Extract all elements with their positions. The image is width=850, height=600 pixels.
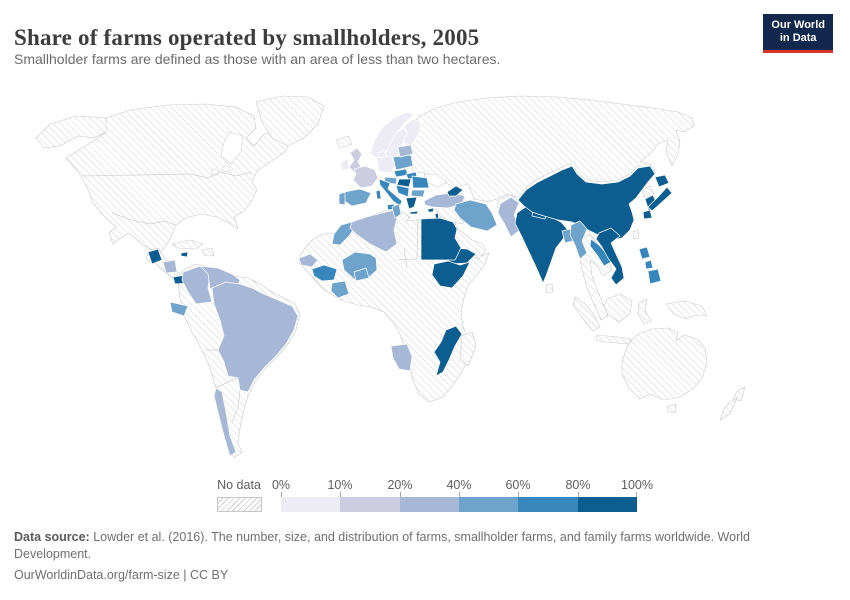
country-senegal[interactable] [298,253,319,268]
greenland-no-data[interactable] [255,95,325,147]
new-zealand-south-no-data[interactable] [719,397,738,421]
country-cote-divoire[interactable] [330,280,350,299]
country-greece[interactable] [405,196,419,215]
legend-tick-6: 100% [621,478,653,492]
country-hungary[interactable] [396,178,412,188]
us-canada-border [81,171,252,179]
sumatra-no-data[interactable] [572,296,601,332]
australia-no-data[interactable] [621,327,708,401]
tick-notch [578,492,579,497]
country-chile[interactable] [213,387,237,457]
country-bulgaria[interactable] [410,189,426,198]
country-myanmar[interactable] [569,220,588,260]
footer: Data source: Lowder et al. (2016). The n… [14,529,774,584]
tick-notch [636,492,637,497]
tick-notch [518,492,519,497]
legend-bin-10-20[interactable] [340,497,400,512]
iceland-no-data[interactable] [335,135,353,149]
hudson-bay [220,131,244,165]
country-ireland[interactable] [340,158,350,171]
world-map [0,92,850,470]
country-romania[interactable] [411,175,430,189]
country-ethiopia[interactable] [431,260,471,289]
legend-tick-1: 10% [327,478,353,492]
us-mexico-border [111,212,176,226]
legend-bin-20-40[interactable] [399,497,459,512]
country-namibia[interactable] [390,343,413,372]
owid-logo-line2: in Data [779,32,817,44]
country-laos[interactable] [589,238,612,267]
legend-tick-3: 40% [446,478,472,492]
africa-borders [397,219,419,269]
tick-notch [281,492,282,497]
borneo-no-data[interactable] [603,293,633,323]
legend-tick-2: 20% [387,478,413,492]
owid-logo[interactable]: Our World in Data [763,14,833,53]
legend-bin-40-60[interactable] [458,497,519,512]
owid-logo-line1: Our World [771,19,825,31]
legend-tick-0: 0% [271,478,291,492]
alaska-no-data[interactable] [35,115,111,149]
data-source-label: Data source: [14,530,90,544]
country-guinea[interactable] [311,264,338,282]
country-spain[interactable] [342,188,372,207]
country-mozambique[interactable] [433,325,463,377]
no-data-swatch[interactable] [217,497,262,512]
new-zealand-north-no-data[interactable] [732,386,746,402]
hispaniola-no-data[interactable] [201,247,215,257]
tick-notch [400,492,401,497]
legend-bin-60-80[interactable] [518,497,578,512]
legend-tick-4: 60% [505,478,531,492]
tick-notch [340,492,341,497]
java-no-data[interactable] [595,334,632,345]
taiwan-no-data[interactable] [632,229,640,240]
country-burkina-faso[interactable] [353,267,370,282]
country-iran[interactable] [453,199,498,232]
tick-notch [459,492,460,497]
country-tunisia[interactable] [391,203,402,219]
country-brazil[interactable] [211,281,299,393]
legend-bin-0-10[interactable] [281,497,341,512]
country-france[interactable] [352,165,379,189]
data-source-line: Data source: Lowder et al. (2016). The n… [14,529,774,563]
country-finland[interactable] [402,118,422,147]
tasmania-no-data[interactable] [666,403,677,414]
no-data-label: No data [217,478,261,492]
country-egypt[interactable] [420,217,462,261]
madagascar-no-data[interactable] [459,331,477,367]
new-guinea-no-data[interactable] [665,300,708,320]
country-azerbaijan[interactable] [446,185,464,197]
country-nicaragua[interactable] [162,259,178,274]
country-algeria[interactable] [349,209,398,253]
country-japan[interactable] [642,174,673,220]
country-mali[interactable] [341,251,378,280]
country-vietnam[interactable] [595,227,625,286]
legend-color-bar [281,497,637,512]
sulawesi-no-data[interactable] [637,298,652,325]
north-korea-no-data[interactable] [641,185,655,201]
cuba-no-data[interactable] [171,239,204,250]
legend-bin-80-100[interactable] [577,497,637,512]
country-ecuador[interactable] [169,301,189,317]
country-cyprus[interactable] [427,207,435,213]
country-latvia[interactable] [397,144,414,158]
data-source-text: Lowder et al. (2016). The number, size, … [14,530,750,561]
page-title: Share of farms operated by smallholders,… [14,25,480,51]
country-jamaica[interactable] [180,251,189,258]
country-serbia[interactable] [395,184,410,198]
country-germany[interactable] [376,155,396,174]
country-philippines[interactable] [638,246,662,285]
countries [147,111,673,457]
country-guatemala[interactable] [147,248,163,265]
great-lake-east [221,166,231,172]
page-subtitle: Smallholder farms are defined as those w… [14,51,501,67]
country-poland[interactable] [392,154,414,171]
great-lake-west [210,169,220,175]
footer-link[interactable]: OurWorldinData.org/farm-size | CC BY [14,568,229,582]
legend-tick-5: 80% [565,478,591,492]
choropleth-svg [35,95,746,459]
country-portugal[interactable] [338,191,346,206]
sri-lanka-no-data[interactable] [545,283,554,294]
